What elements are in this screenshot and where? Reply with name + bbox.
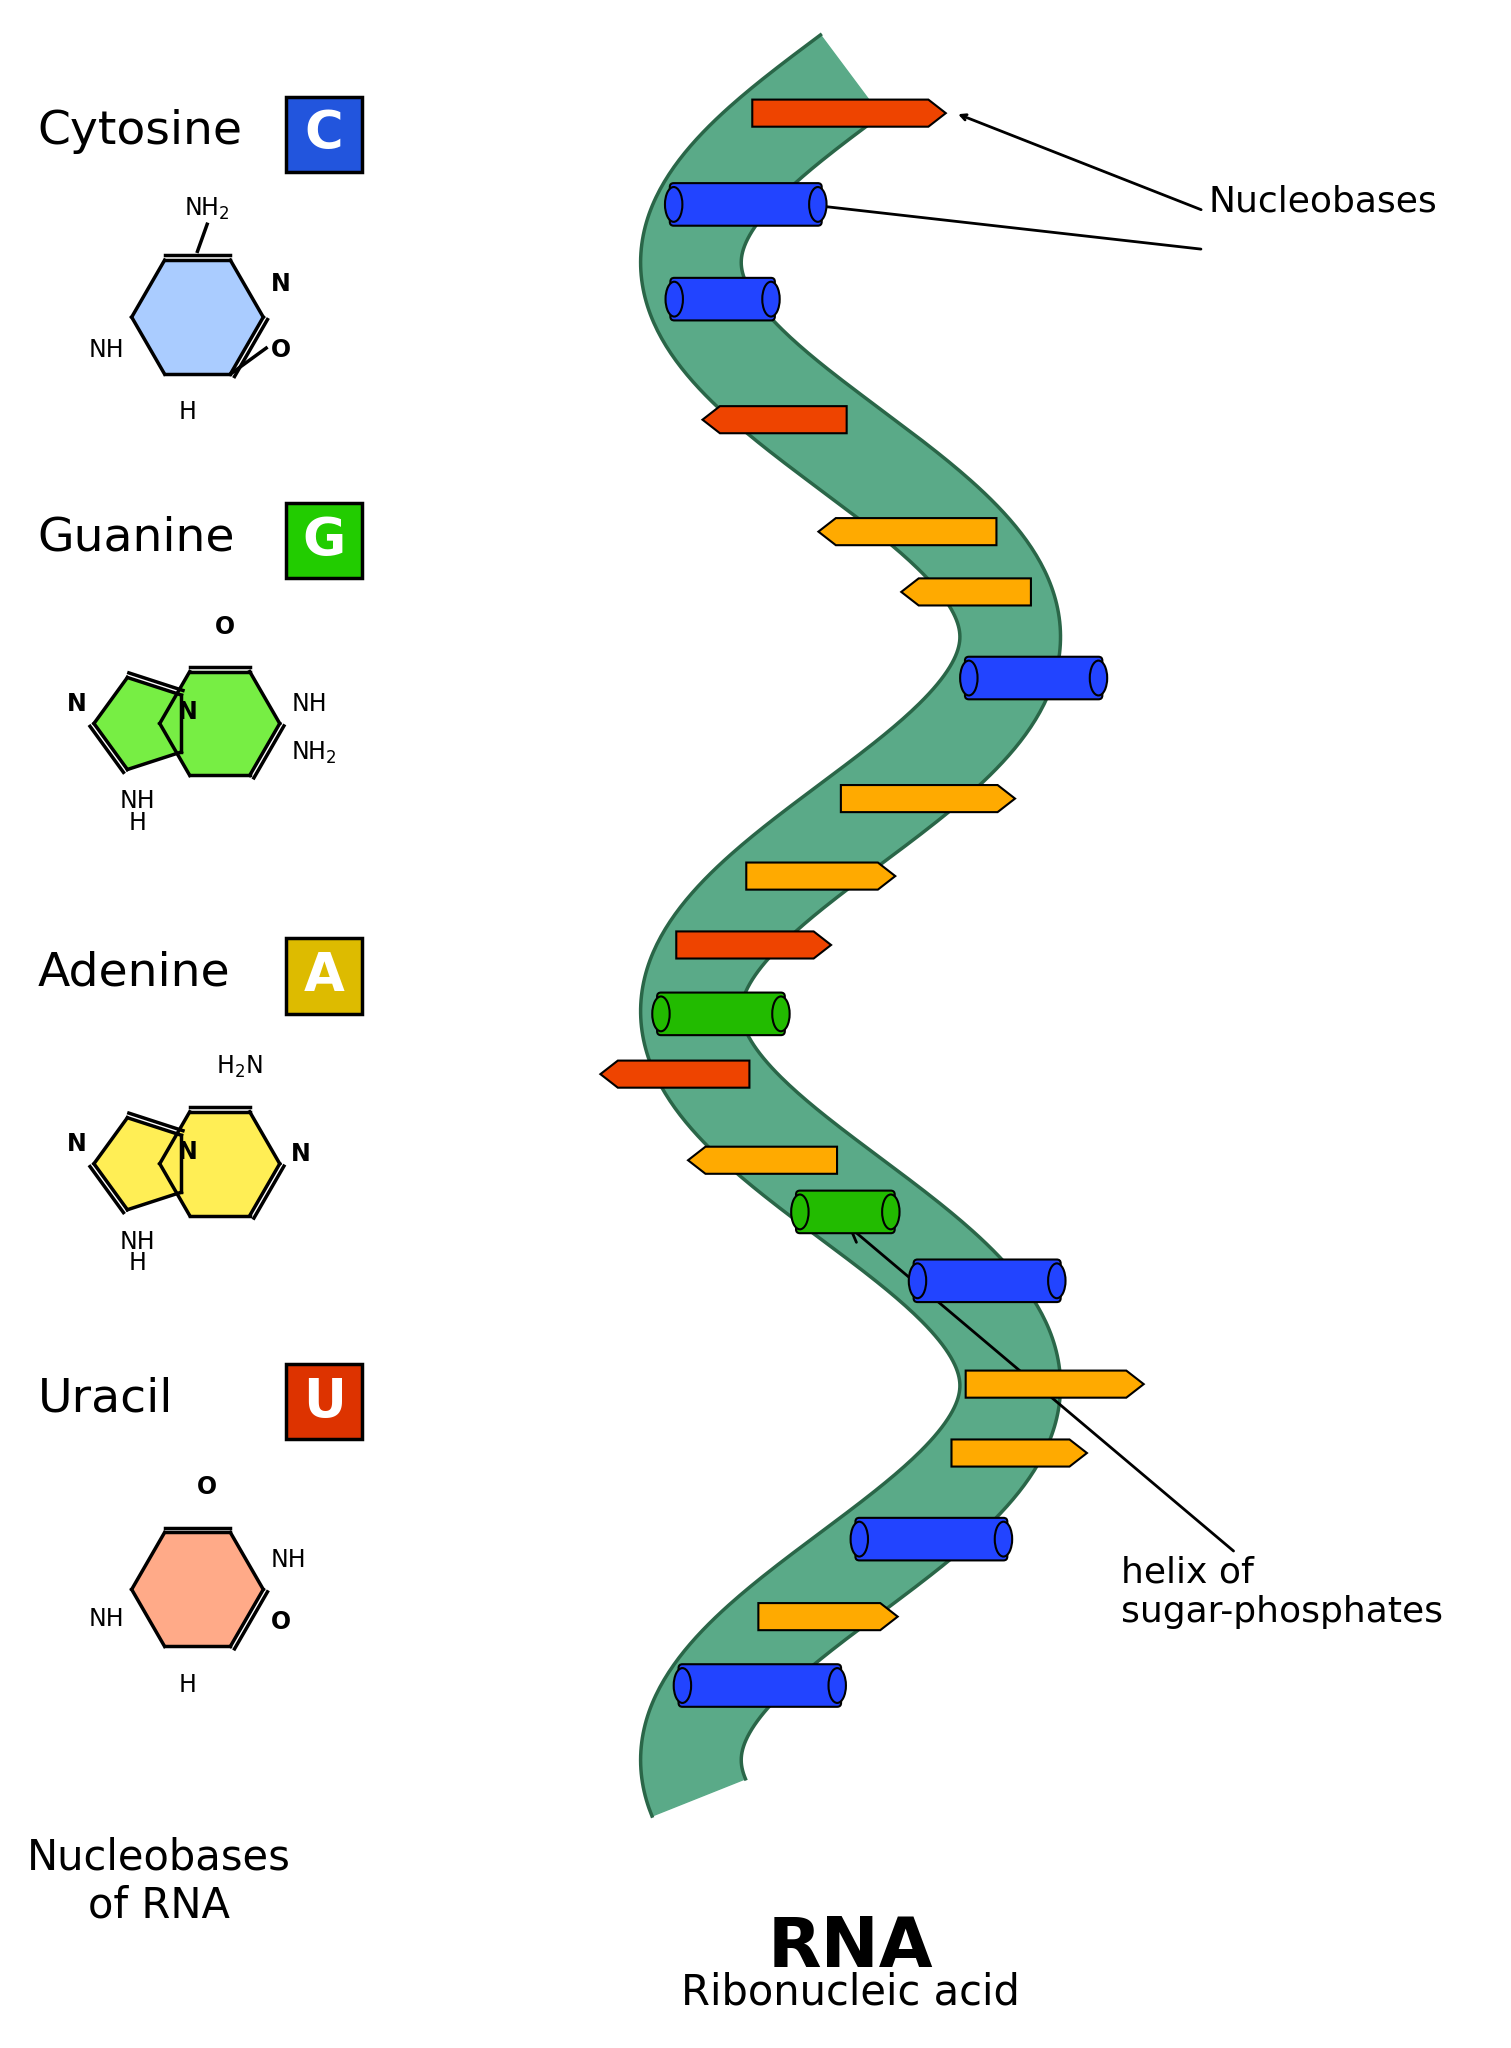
Polygon shape (131, 1532, 263, 1647)
Text: Nucleobases: Nucleobases (1209, 184, 1437, 217)
FancyArrow shape (840, 784, 1015, 813)
FancyBboxPatch shape (914, 1260, 1061, 1303)
Ellipse shape (908, 1264, 926, 1298)
FancyBboxPatch shape (287, 504, 363, 578)
FancyBboxPatch shape (287, 938, 363, 1014)
Text: O: O (270, 1610, 292, 1634)
FancyBboxPatch shape (678, 1665, 842, 1706)
Text: N: N (66, 692, 86, 717)
FancyArrow shape (688, 1147, 837, 1174)
Ellipse shape (882, 1194, 899, 1229)
FancyArrow shape (952, 1440, 1086, 1466)
FancyArrow shape (703, 406, 846, 434)
Text: N: N (178, 1141, 198, 1163)
Text: O: O (270, 338, 292, 362)
Text: H: H (178, 399, 196, 424)
FancyBboxPatch shape (669, 182, 822, 225)
FancyArrow shape (759, 1604, 898, 1630)
Ellipse shape (772, 997, 790, 1032)
FancyArrow shape (600, 1061, 749, 1087)
Text: N: N (292, 1143, 311, 1165)
Ellipse shape (994, 1522, 1012, 1556)
Text: N: N (66, 1133, 86, 1157)
Text: O: O (215, 614, 234, 639)
Text: NH: NH (88, 1608, 124, 1630)
Text: RNA: RNA (768, 1913, 934, 1980)
FancyBboxPatch shape (796, 1190, 895, 1233)
Ellipse shape (959, 662, 978, 696)
Ellipse shape (792, 1194, 808, 1229)
Text: N: N (178, 700, 198, 723)
FancyBboxPatch shape (657, 993, 784, 1034)
Ellipse shape (762, 283, 780, 317)
Text: Adenine: Adenine (38, 950, 231, 995)
FancyArrow shape (901, 578, 1031, 606)
Polygon shape (160, 672, 280, 776)
Text: NH: NH (292, 692, 326, 717)
Text: NH: NH (119, 1229, 156, 1253)
Text: O: O (196, 1475, 218, 1499)
FancyArrow shape (966, 1370, 1144, 1397)
Ellipse shape (851, 1522, 867, 1556)
Ellipse shape (828, 1669, 846, 1704)
Ellipse shape (1089, 662, 1108, 696)
Ellipse shape (665, 283, 683, 317)
Text: Ribonucleic acid: Ribonucleic acid (681, 1972, 1020, 2013)
Polygon shape (131, 260, 263, 375)
FancyBboxPatch shape (287, 1364, 363, 1440)
Text: U: U (302, 1376, 346, 1427)
Text: helix of
sugar-phosphates: helix of sugar-phosphates (851, 1227, 1443, 1628)
Text: NH: NH (270, 1548, 307, 1571)
Text: NH: NH (119, 788, 156, 813)
FancyBboxPatch shape (671, 279, 775, 319)
Text: H: H (128, 811, 147, 836)
Text: C: C (305, 109, 343, 160)
FancyArrow shape (819, 518, 996, 545)
FancyArrow shape (752, 100, 946, 127)
Text: A: A (304, 950, 345, 1001)
Text: H: H (178, 1673, 196, 1696)
Ellipse shape (653, 997, 669, 1032)
FancyBboxPatch shape (287, 96, 363, 172)
Text: NH$_2$: NH$_2$ (292, 739, 337, 766)
Text: NH$_2$: NH$_2$ (184, 197, 230, 223)
Text: Guanine: Guanine (38, 516, 236, 561)
Text: Nucleobases
of RNA: Nucleobases of RNA (27, 1837, 290, 1927)
Text: H: H (128, 1251, 147, 1274)
Text: NH: NH (88, 338, 124, 362)
Text: N: N (270, 272, 290, 297)
Ellipse shape (1049, 1264, 1065, 1298)
Polygon shape (641, 35, 1061, 1817)
FancyBboxPatch shape (966, 657, 1103, 698)
Ellipse shape (808, 186, 827, 221)
Text: H$_2$N: H$_2$N (216, 1053, 263, 1079)
Ellipse shape (674, 1669, 691, 1704)
FancyBboxPatch shape (855, 1518, 1008, 1561)
Ellipse shape (665, 186, 683, 221)
Polygon shape (94, 678, 181, 770)
Text: Cytosine: Cytosine (38, 109, 243, 154)
Polygon shape (160, 1112, 280, 1217)
FancyArrow shape (746, 862, 896, 889)
FancyArrow shape (677, 932, 831, 958)
Text: Uracil: Uracil (38, 1376, 174, 1421)
Text: G: G (302, 514, 346, 567)
Polygon shape (94, 1118, 181, 1210)
